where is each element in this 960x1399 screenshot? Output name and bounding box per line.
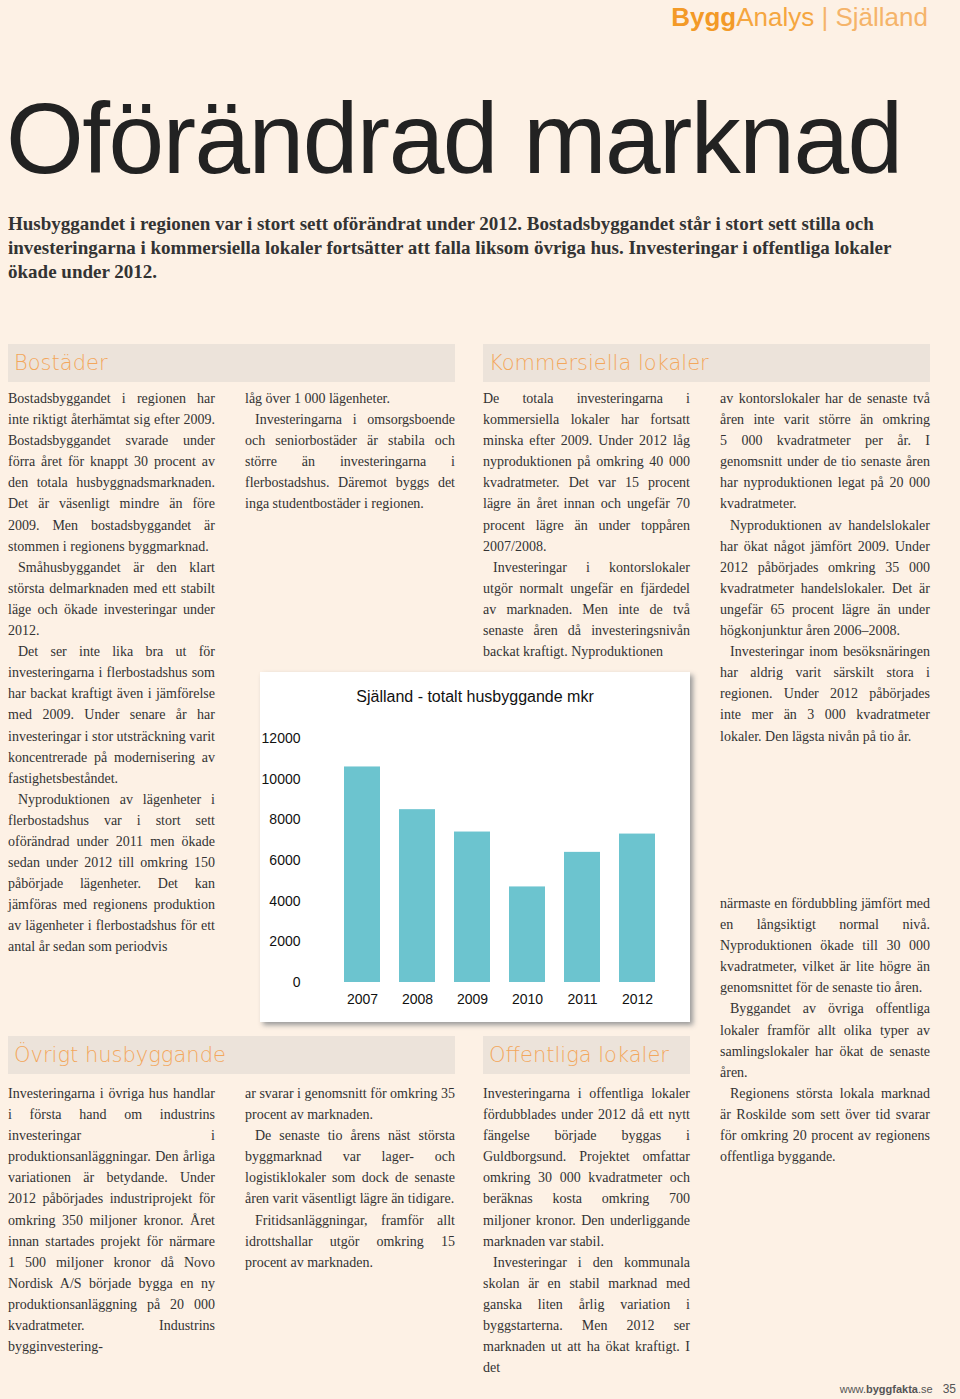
- html-text:Övrigt husbyggande: Övrigt husbyggande: [14, 1043, 226, 1067]
- html-text:Oförändrad marknad: Oförändrad marknad: [6, 82, 902, 194]
- html-text:Investeringarna i omsorgsboend: Investeringarna i omsorgsboende och seni…: [245, 412, 455, 512]
- svg-text:0: 0: [293, 974, 301, 990]
- html-text:Det ser inte lika bra ut för i: Det ser inte lika bra ut för investering…: [8, 644, 215, 786]
- html-text:Bostäder: Bostäder: [14, 351, 108, 375]
- html-text:Nyproduktionen av handelslokal: Nyproduktionen av handelslokaler har öka…: [720, 517, 930, 638]
- svg-text:8000: 8000: [269, 811, 300, 827]
- svg-text:2010: 2010: [512, 991, 543, 1007]
- html-text:Investeringar i den kommunala: Investeringar i den kommunala skolan är …: [483, 1254, 690, 1376]
- html-text:Småhusbyggandet är den klart s: Småhusbyggandet är den klart största del…: [8, 559, 215, 638]
- svg-text:2007: 2007: [347, 991, 378, 1007]
- svg-text:2011: 2011: [567, 991, 597, 1007]
- svg-text:12000: 12000: [262, 730, 301, 746]
- html-text:Bygg Analys | Själland: Bygg Analys | Själland: [671, 2, 928, 32]
- html-text:närmaste en fördubbling jämför: närmaste en fördubbling jämfört med en l…: [720, 896, 930, 996]
- html-text:Husbyggandet i regionen var i: Husbyggandet i regionen var i stort sett…: [8, 213, 892, 282]
- html-text:ar svarar i genomsnitt för omk: ar svarar i genomsnitt för omkring 35 pr…: [245, 1086, 455, 1123]
- html-text:Nyproduktionen av lägenheter i: Nyproduktionen av lägenheter i flerbosta…: [8, 791, 215, 955]
- html-text:Investeringarna i övriga hus h: Investeringarna i övriga hus handlar i f…: [8, 1086, 215, 1355]
- html-text:Investeringarna i offentliga l: Investeringarna i offentliga lokaler för…: [483, 1086, 690, 1249]
- svg-text:2000: 2000: [269, 933, 300, 949]
- svg-text:2012: 2012: [622, 991, 653, 1007]
- html-text:Offentliga lokaler: Offentliga lokaler: [489, 1043, 669, 1067]
- html-text:låg över 1 000 lägenheter.: låg över 1 000 lägenheter.: [245, 391, 390, 406]
- html-text:De totala investeringarna i ko: De totala investeringarna i kommersiella…: [483, 391, 690, 554]
- html-text:De senaste tio årens näst stör: De senaste tio årens näst största byggma…: [245, 1128, 455, 1207]
- html-text:35: 35: [942, 1382, 956, 1396]
- html-text:Kommersiella lokaler: Kommersiella lokaler: [489, 351, 709, 375]
- svg-text:4000: 4000: [269, 893, 300, 909]
- svg-text:10000: 10000: [262, 771, 301, 787]
- svg-text:6000: 6000: [269, 852, 300, 868]
- html-text:Själland - totalt husbyggande: Själland - totalt husbyggande mkr: [356, 688, 594, 705]
- html-text:Bostadsbyggandet i regionen ha: Bostadsbyggandet i regionen har inte rik…: [8, 391, 215, 554]
- html-text:Byggandet av övriga offentliga: Byggandet av övriga offentliga lokaler f…: [720, 1001, 930, 1080]
- svg-text:2009: 2009: [457, 991, 488, 1007]
- html-text:www. byggfakta.se: www. byggfakta.se: [839, 1383, 933, 1395]
- html-text:Investeringar i kontorslokaler: Investeringar i kontorslokaler utgör nor…: [483, 559, 690, 660]
- html-text:Regionens största lokala markn: Regionens största lokala marknad är Rosk…: [720, 1085, 930, 1165]
- html-text:Fritidsanläggningar, framför a: Fritidsanläggningar, framför allt idrott…: [245, 1212, 455, 1270]
- html-text:Investeringar inom besöksnärin: Investeringar inom besöksnäringen har al…: [720, 644, 930, 744]
- svg-text:2008: 2008: [402, 991, 433, 1007]
- html-text:av kontorslokaler har de senas: av kontorslokaler har de senaste två åre…: [720, 391, 930, 512]
